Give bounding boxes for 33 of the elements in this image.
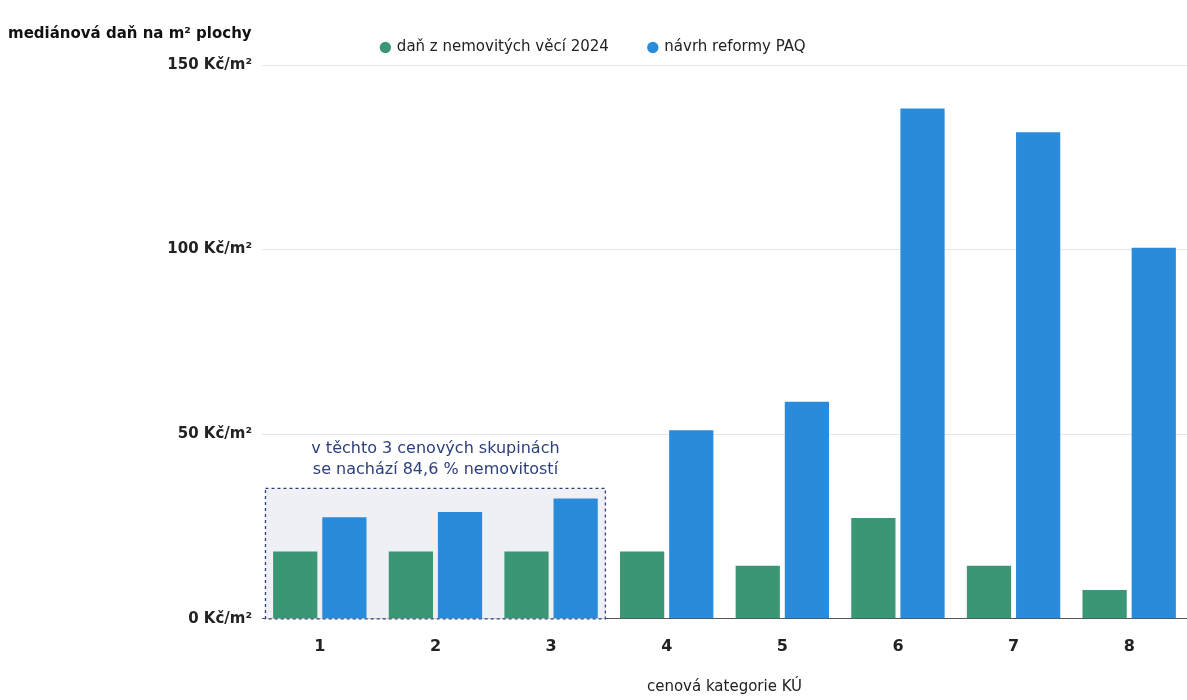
x-tick-label: 1	[314, 635, 326, 655]
x-axis-title: cenová kategorie KÚ	[646, 675, 803, 695]
bar	[966, 565, 1012, 619]
x-tick-label: 4	[661, 635, 673, 655]
bar	[735, 565, 780, 619]
bar	[669, 430, 714, 619]
y-tick-label: 150 Kč/m²	[167, 54, 252, 73]
bar	[553, 498, 598, 619]
x-tick-label: 6	[892, 635, 904, 655]
bar	[437, 512, 483, 619]
legend-label: návrh reformy PAQ	[664, 37, 806, 56]
bar	[900, 108, 945, 619]
bar	[1016, 132, 1061, 619]
x-tick-label: 2	[429, 635, 442, 655]
x-tick-label: 3	[545, 635, 557, 655]
x-tick-label: 5	[776, 635, 788, 655]
bar	[784, 401, 829, 619]
bar	[1082, 590, 1127, 619]
x-tick-label: 7	[1007, 635, 1020, 655]
bar	[322, 517, 367, 619]
y-tick-label: 100 Kč/m²	[167, 239, 252, 258]
bar	[273, 551, 318, 619]
band-label: v těchto 3 cenových skupinách se nachází 84,6 % nemovitostí	[311, 438, 560, 479]
x-tick-label: 8	[1123, 635, 1135, 655]
bar	[620, 551, 665, 619]
bar	[504, 551, 549, 619]
y-tick-label: 50 Kč/m²	[177, 424, 252, 443]
bar	[851, 518, 896, 619]
y-tick-label: 0 Kč/m²	[188, 608, 252, 627]
y-axis-title: mediánová daň na m² plochy	[8, 23, 252, 42]
legend-label: daň z nemovitých věcí 2024	[396, 37, 609, 56]
bar	[1131, 247, 1176, 619]
bar	[388, 551, 433, 619]
